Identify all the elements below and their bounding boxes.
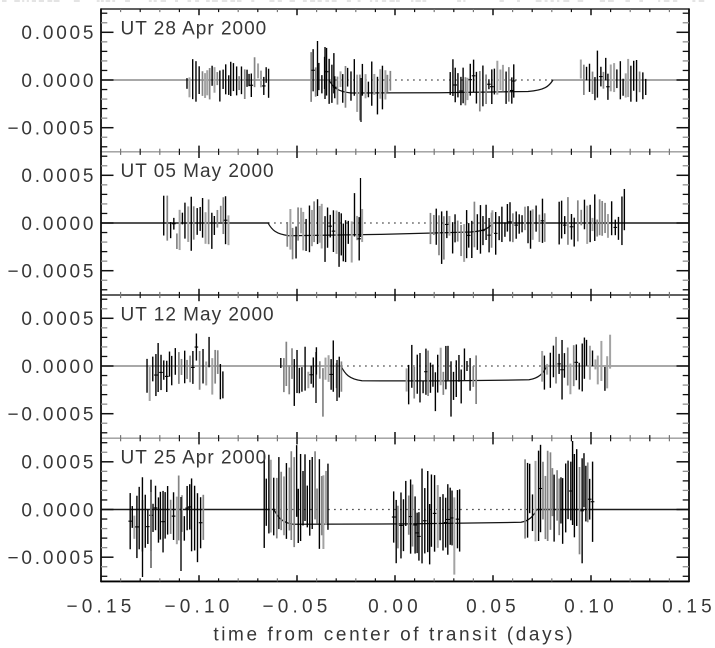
svg-text:−0.10: −0.10: [164, 597, 233, 618]
svg-text:0.0000: 0.0000: [21, 357, 96, 378]
svg-text:0.10: 0.10: [564, 597, 618, 618]
svg-text:0.0000: 0.0000: [21, 500, 96, 521]
svg-text:0.0005: 0.0005: [21, 166, 96, 187]
svg-text:0.0005: 0.0005: [21, 453, 96, 474]
svg-text:−0.0005: −0.0005: [7, 262, 96, 283]
svg-text:0.15: 0.15: [662, 597, 715, 618]
svg-text:time from center of transit (d: time from center of transit (days): [213, 625, 575, 646]
svg-text:UT 05 May 2000: UT 05 May 2000: [121, 161, 275, 182]
svg-text:−0.0005: −0.0005: [7, 405, 96, 426]
svg-text:UT 28 Apr 2000: UT 28 Apr 2000: [121, 18, 268, 39]
svg-text:0.00: 0.00: [368, 597, 422, 618]
svg-text:0.05: 0.05: [466, 597, 520, 618]
svg-text:UT 12 May 2000: UT 12 May 2000: [121, 304, 275, 325]
svg-text:0.0000: 0.0000: [21, 71, 96, 92]
svg-text:0.0005: 0.0005: [21, 309, 96, 330]
svg-text:−0.05: −0.05: [262, 597, 331, 618]
svg-text:UT 25 Apr 2000: UT 25 Apr 2000: [121, 448, 268, 469]
svg-text:−0.15: −0.15: [66, 597, 135, 618]
svg-text:0.0005: 0.0005: [21, 23, 96, 44]
svg-text:−0.0005: −0.0005: [7, 548, 96, 569]
svg-text:−0.0005: −0.0005: [7, 119, 96, 140]
svg-text:0.0000: 0.0000: [21, 214, 96, 235]
